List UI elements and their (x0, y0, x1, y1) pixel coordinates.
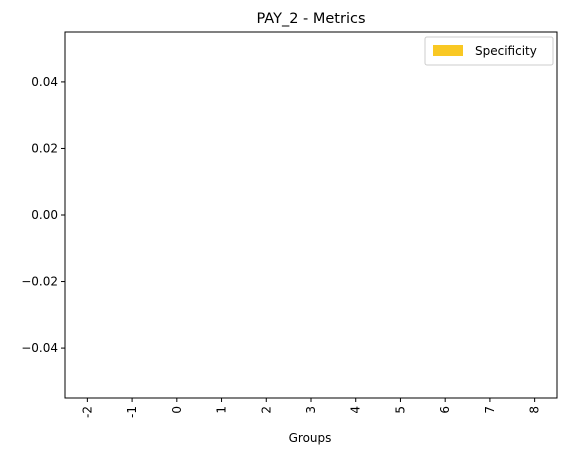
legend-swatch (433, 45, 463, 56)
y-tick-label: 0.00 (31, 208, 58, 222)
x-tick-label: 6 (438, 406, 452, 414)
legend-label: Specificity (475, 44, 537, 58)
x-axis: -2 -1 0 1 2 3 4 5 6 7 8 (80, 398, 542, 418)
plot-frame (64, 31, 558, 399)
x-tick-label: 0 (170, 406, 184, 414)
y-axis: −0.04 −0.02 0.00 0.02 0.04 (21, 75, 65, 355)
legend: Specificity (424, 36, 554, 66)
x-axis-label: Groups (289, 431, 332, 445)
legend-box (424, 36, 554, 66)
x-tick-label: -2 (80, 406, 94, 418)
plot-area (64, 31, 558, 399)
y-tick-label: −0.02 (21, 275, 58, 289)
x-tick-label: 5 (393, 406, 407, 414)
chart-title: PAY_2 - Metrics (256, 11, 365, 27)
x-tick-label: 1 (215, 406, 229, 414)
x-tick-label: 8 (528, 406, 542, 414)
x-tick-label: 4 (349, 406, 363, 414)
x-tick-label: -1 (125, 406, 139, 418)
y-tick-label: −0.04 (21, 341, 58, 355)
x-tick-label: 2 (259, 406, 273, 414)
x-tick-label: 3 (304, 406, 318, 414)
x-tick-label: 7 (483, 406, 497, 414)
y-tick-label: 0.04 (31, 75, 58, 89)
y-tick-label: 0.02 (31, 141, 58, 155)
